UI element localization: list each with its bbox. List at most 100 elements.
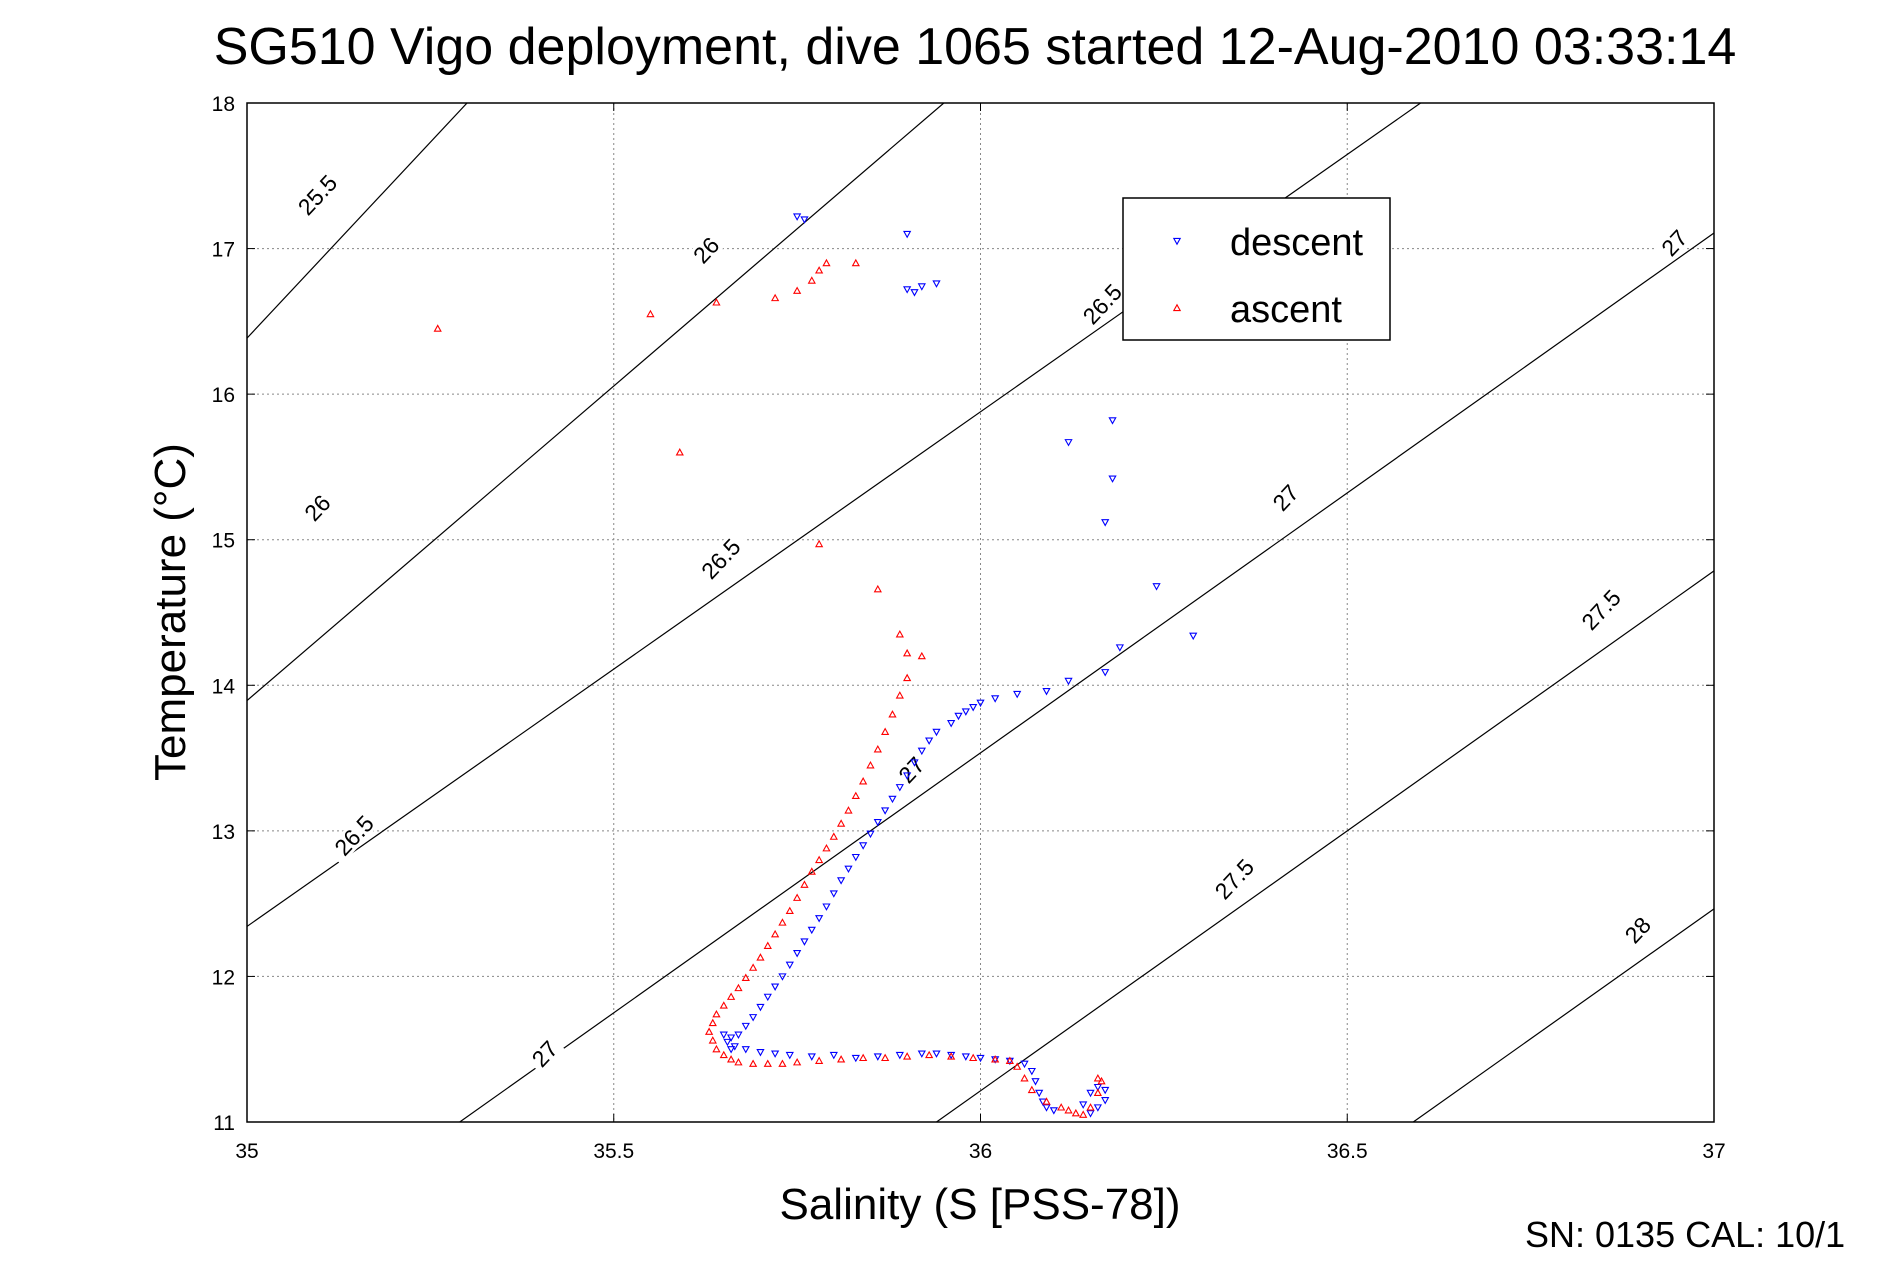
ascent-point xyxy=(903,1052,912,1060)
ascent-point xyxy=(800,880,809,888)
descent-point xyxy=(822,903,831,911)
descent-point xyxy=(866,830,875,839)
descent-point xyxy=(785,961,794,970)
plot-background xyxy=(247,103,1714,1122)
descent-point xyxy=(991,695,1000,703)
density-contour-line xyxy=(247,103,468,340)
descent-point xyxy=(770,1050,780,1058)
descent-point xyxy=(1101,1086,1110,1095)
descent-point xyxy=(954,712,963,721)
descent-point xyxy=(925,737,934,745)
descent-point xyxy=(1086,1110,1095,1118)
descent-point xyxy=(1108,475,1117,483)
descent-point xyxy=(726,1046,736,1054)
density-contour-line xyxy=(459,232,1714,1122)
contour-label-bg xyxy=(325,805,383,865)
descent-point xyxy=(1086,1089,1095,1098)
ascent-point xyxy=(770,293,780,302)
ascent-point xyxy=(734,1057,743,1066)
ascent-point xyxy=(756,953,765,961)
ascent-point xyxy=(881,727,890,735)
descent-point xyxy=(778,973,787,981)
x-tick-label: 35 xyxy=(235,1140,258,1163)
ascent-point xyxy=(726,1055,736,1063)
ascent-point xyxy=(741,973,750,981)
descent-point xyxy=(881,807,890,815)
descent-point xyxy=(730,1043,739,1051)
ascent-point xyxy=(734,983,743,992)
contour-label-bg xyxy=(525,1033,565,1074)
descent-point xyxy=(1042,1104,1051,1112)
descent-point xyxy=(917,747,926,756)
descent-point xyxy=(723,1038,732,1047)
descent-point xyxy=(829,1051,838,1060)
descent-point xyxy=(1101,669,1110,677)
ascent-point xyxy=(859,1053,868,1062)
descent-point xyxy=(814,915,824,923)
ascent-point xyxy=(778,918,787,926)
descent-point xyxy=(859,842,868,850)
ascent-point xyxy=(719,1050,728,1059)
descent-point xyxy=(763,993,772,1002)
descent-point xyxy=(1013,690,1022,699)
y-tick-label: 11 xyxy=(213,1112,235,1135)
descent-point xyxy=(917,283,926,291)
ascent-point xyxy=(1079,1110,1088,1118)
x-tick-label: 35.5 xyxy=(593,1140,634,1163)
legend-label-descent: descent xyxy=(1230,222,1364,264)
ascent-point xyxy=(859,777,868,785)
ascent-point xyxy=(1071,1108,1080,1117)
ascent-point xyxy=(763,1059,772,1067)
descent-point xyxy=(770,983,780,991)
descent-point xyxy=(792,213,802,221)
descent-point xyxy=(1108,417,1117,425)
ascent-point xyxy=(1005,1056,1014,1064)
ascent-point xyxy=(708,1018,717,1027)
descent-point xyxy=(748,1014,758,1022)
descent-point xyxy=(873,1053,882,1061)
legend-marker-ascent xyxy=(1172,303,1182,312)
ascent-point xyxy=(646,309,655,318)
ascent-point xyxy=(708,1036,717,1044)
legend-box xyxy=(1122,197,1391,341)
descent-point xyxy=(1101,519,1110,527)
footer-serial-calibration: SN: 0135 CAL: 10/1 xyxy=(1525,1214,1845,1255)
ascent-point xyxy=(792,1057,802,1066)
ascent-point xyxy=(1020,1073,1029,1082)
ascent-point xyxy=(719,1001,728,1009)
descent-point xyxy=(807,1053,816,1061)
ascent-point xyxy=(704,1027,714,1035)
legend-items: descent ascent xyxy=(1172,222,1364,331)
x-tick-label: 36 xyxy=(969,1140,992,1163)
descent-point xyxy=(903,772,912,780)
ascent-point xyxy=(814,266,824,274)
axis-ticks: 35 35.5 36 36.5 37 11 12 13 14 15 16 17 18 xyxy=(212,93,1726,1163)
ascent-point xyxy=(947,1052,956,1060)
descent-point xyxy=(917,1050,926,1058)
descent-point xyxy=(895,1051,904,1060)
ascent-point xyxy=(844,806,853,814)
descent-point xyxy=(1064,439,1073,447)
ascent-point xyxy=(763,941,772,949)
ascent-point xyxy=(866,761,875,769)
ascent-point xyxy=(822,843,831,852)
descent-point xyxy=(947,720,956,728)
ascent-point xyxy=(712,1009,721,1018)
descent-point xyxy=(1049,1107,1058,1115)
descent-point xyxy=(734,1031,743,1039)
ascent-point xyxy=(917,651,926,660)
ascent-point xyxy=(895,691,904,699)
data-points xyxy=(433,213,1198,1118)
ascent-point xyxy=(873,745,882,753)
descent-point xyxy=(800,216,809,224)
ascent-point xyxy=(814,539,824,548)
ascent-point xyxy=(829,832,838,840)
ascent-point xyxy=(837,1055,846,1063)
x-tick-label: 36.5 xyxy=(1327,1140,1368,1163)
density-contour-line xyxy=(1412,908,1714,1122)
contour-label-bg xyxy=(297,487,338,528)
density-contour-line xyxy=(936,570,1714,1122)
descent-point xyxy=(837,877,846,885)
